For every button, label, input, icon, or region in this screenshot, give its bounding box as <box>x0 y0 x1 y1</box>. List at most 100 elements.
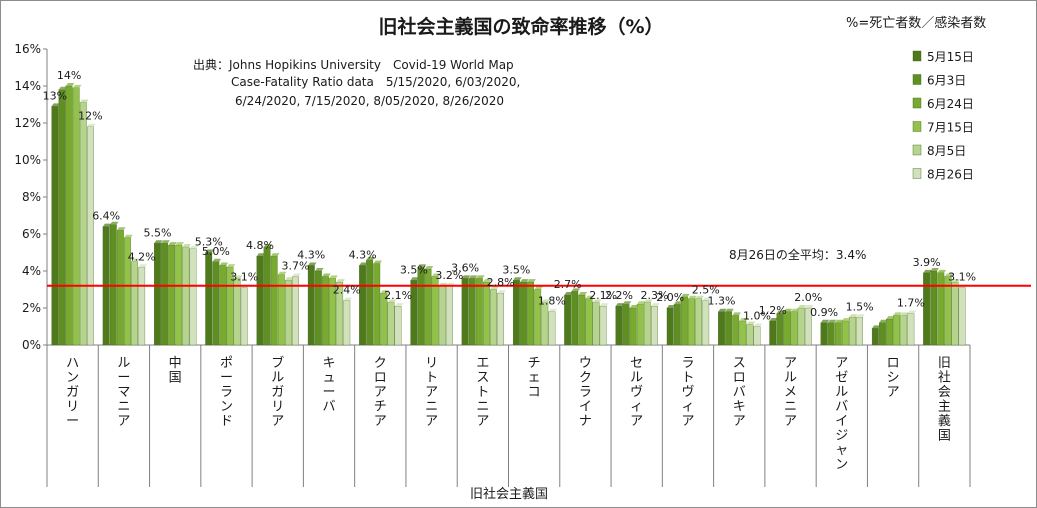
bar <box>373 263 381 346</box>
bar-top <box>702 297 711 301</box>
bar <box>834 322 842 346</box>
x-category-label: 中国 <box>169 356 182 386</box>
data-label: 1.8% <box>538 295 566 308</box>
data-label: 6.4% <box>92 210 120 223</box>
bar <box>284 280 292 346</box>
x-category-label: アゼルバイジャン <box>835 356 848 473</box>
data-label: 3.1% <box>230 271 258 284</box>
bar-top <box>541 299 551 303</box>
bar <box>688 298 695 346</box>
data-label: 0.9% <box>810 306 838 319</box>
legend-swatch <box>912 50 922 62</box>
bar-top <box>219 262 229 266</box>
bar-top <box>681 293 690 297</box>
bar <box>732 315 740 346</box>
bar-top <box>893 312 902 316</box>
bar-top <box>585 295 595 299</box>
bar <box>849 317 856 346</box>
average-label: 8月26日の全平均：3.4% <box>729 247 866 262</box>
bar <box>417 267 425 346</box>
bar-top <box>776 310 786 314</box>
bar-top <box>263 243 273 247</box>
bar <box>314 270 322 346</box>
bar-top <box>387 299 397 303</box>
bar-top <box>233 275 243 279</box>
bar-top <box>856 314 865 318</box>
bar <box>944 276 952 346</box>
source-line-1: 出典：Johns Hopikins University Covid-19 Wo… <box>193 58 514 72</box>
bar-top <box>431 273 441 277</box>
bar-top <box>513 277 522 281</box>
bar <box>424 268 432 346</box>
bar <box>475 278 483 346</box>
y-tick-label: 12% <box>14 116 41 130</box>
legend-label: 7月15日 <box>927 121 974 135</box>
y-tick-label: 16% <box>14 42 41 56</box>
bar-top <box>212 258 222 262</box>
bar <box>394 305 402 346</box>
bar-top <box>226 264 236 268</box>
bar-top <box>820 319 830 323</box>
bar-top <box>548 308 558 312</box>
bar <box>856 317 863 346</box>
bar-top <box>329 275 338 279</box>
data-label: 5.3% <box>195 236 223 249</box>
source-line-3: 6/24/2020, 7/15/2020, 8/05/2020, 8/26/20… <box>235 94 504 108</box>
bar <box>366 259 374 346</box>
bar-top <box>483 279 492 283</box>
bar <box>725 311 732 346</box>
bar <box>205 252 213 346</box>
bar <box>512 280 520 346</box>
bar-top <box>65 83 75 86</box>
y-tick-label: 8% <box>22 190 41 204</box>
bar <box>797 307 805 346</box>
bar <box>438 285 446 346</box>
bar <box>387 302 395 346</box>
bar-top <box>571 288 581 292</box>
bar-top <box>615 303 625 307</box>
bar <box>359 265 366 346</box>
bar-top <box>725 308 734 312</box>
legend-swatch <box>912 74 922 85</box>
bar-top <box>124 234 133 238</box>
bar <box>240 287 248 346</box>
bar-top <box>161 240 170 244</box>
y-tick-label: 14% <box>14 79 41 93</box>
bar-top <box>907 310 917 314</box>
bar-top <box>769 317 779 321</box>
bar <box>753 326 761 346</box>
bar-top <box>373 260 383 264</box>
x-category-label: ウクライナ <box>579 356 592 429</box>
bar-top <box>168 242 177 246</box>
x-category-label: ロシア <box>887 356 900 400</box>
bar <box>592 302 600 346</box>
data-label: 4.3% <box>349 248 377 261</box>
bar-top <box>285 277 294 281</box>
bar <box>138 267 146 346</box>
legend-label: 8月26日 <box>927 168 974 182</box>
bar-top <box>746 321 756 325</box>
bar <box>343 300 351 346</box>
bar-top <box>51 103 61 107</box>
bar-top <box>695 295 704 299</box>
bar <box>72 87 80 346</box>
bar <box>131 261 138 346</box>
bar-top <box>718 308 727 312</box>
data-label: 4.3% <box>297 248 325 261</box>
bar <box>86 126 94 346</box>
data-label: 1.2% <box>759 304 787 317</box>
bar-top <box>636 301 646 305</box>
bar-top <box>805 305 814 308</box>
bar <box>527 281 534 346</box>
bar-top <box>753 323 763 327</box>
bar-top <box>131 258 140 262</box>
bar <box>879 322 886 346</box>
bar <box>65 85 73 346</box>
x-category-label: ポーランド <box>220 356 233 429</box>
data-label: 2.2% <box>605 289 633 302</box>
bar <box>445 285 453 346</box>
data-label: 13% <box>43 89 67 102</box>
bar-top <box>336 279 345 283</box>
bar <box>116 230 124 346</box>
bar <box>219 265 227 346</box>
